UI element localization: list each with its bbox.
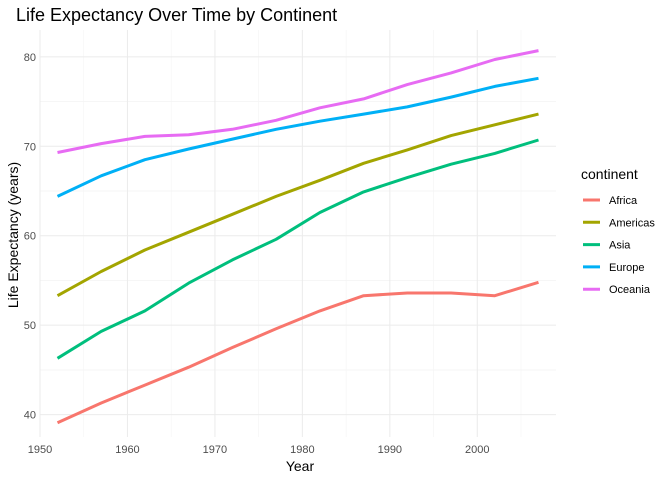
y-tick-label: 40 [24, 410, 36, 422]
series-line-asia [56, 138, 539, 360]
x-tick-label: 1970 [203, 444, 227, 456]
series-line-oceania [57, 49, 539, 154]
x-tick-label: 1960 [115, 444, 139, 456]
legend-label-americas: Americas [609, 217, 655, 229]
y-axis-ticks: 40 50 60 70 80 [24, 52, 36, 422]
series-line-africa [56, 280, 539, 425]
x-tick-label: 2000 [465, 444, 489, 456]
series-line-europe [56, 76, 539, 198]
x-tick-label: 1950 [28, 444, 52, 456]
x-tick-label: 1990 [378, 444, 402, 456]
series-line-americas [56, 112, 539, 298]
y-tick-label: 70 [24, 141, 36, 153]
grid [39, 30, 556, 437]
x-tick-label: 1980 [290, 444, 314, 456]
y-tick-label: 50 [24, 320, 36, 332]
plot-area [39, 30, 556, 437]
y-axis-title: Life Expectancy (years) [5, 162, 21, 308]
legend-label-africa: Africa [609, 195, 638, 207]
chart-title: Life Expectancy Over Time by Continent [16, 5, 337, 25]
y-tick-label: 60 [24, 231, 36, 243]
series-lines [56, 49, 539, 425]
legend-label-oceania: Oceania [609, 284, 651, 296]
x-axis-title: Year [286, 458, 315, 474]
legend-label-europe: Europe [609, 262, 644, 274]
legend-title: continent [581, 166, 638, 182]
y-tick-label: 80 [24, 52, 36, 64]
x-axis-ticks: 1950 1960 1970 1980 1990 2000 [28, 444, 490, 456]
legend-label-asia: Asia [609, 240, 631, 252]
legend: continent Africa Americas Asia Europe Oceani… [581, 166, 655, 296]
